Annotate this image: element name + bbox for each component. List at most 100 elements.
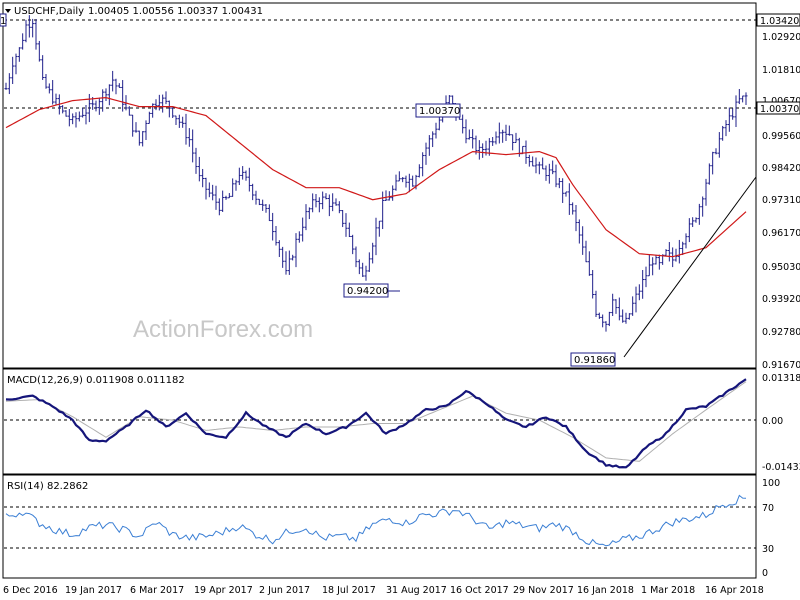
ohlc-bar [681,241,685,256]
ohlc-bar [667,242,671,262]
ohlc-bar [541,157,545,170]
ohlc-bar [171,107,175,118]
symbol-header: USDCHF,Daily 1.00405 1.00556 1.00337 1.0… [5,6,263,17]
macd-tick: -0.014339 [762,462,800,473]
ohlc-bar [34,19,38,50]
ohlc-bar [17,47,21,62]
ohlc-bar [337,201,341,214]
ohlc-bar [737,89,741,105]
ohlc-bar [131,114,135,137]
ohlc-bar [551,160,555,175]
uptrend-line [623,176,757,358]
ohlc-bar [301,217,305,242]
ohlc-bar [184,113,188,145]
ohlc-bar [477,140,481,160]
ohlc-bar [221,190,225,212]
rsi-tick: 70 [762,503,774,514]
ohlc-bar [654,254,658,265]
ohlc-bar [561,178,565,203]
ohlc-bar [407,173,411,193]
ohlc-bar [257,198,261,206]
annotation-high-oct: 1.00370 [415,103,461,118]
x-axis: 6 Dec 2016 19 Jan 2017 6 Mar 2017 19 Apr… [3,585,764,596]
ohlc-bar [317,197,321,213]
macd-signal-line [5,381,747,462]
ohlc-bar [114,78,118,95]
ohlc-bar [67,109,71,127]
ohlc-bar [4,82,8,90]
ohlc-bar [374,217,378,256]
ohlc-bar [231,178,235,197]
price-tick: 0.93920 [762,294,800,305]
annotation-low-aug-label: 0.94200 [347,286,388,297]
ohlc-bar [201,168,205,188]
ohlc-bar [164,91,168,105]
ohlc-bar [137,130,141,146]
ohlc-bar [544,165,548,181]
ohlc-bar [644,266,648,288]
ohlc-bar [387,191,391,201]
ohlc-bar [271,212,275,241]
ohlc-bar [701,196,705,217]
ohlc-bar [697,203,701,225]
ohlc-bar [247,167,251,192]
ohlc-bar [287,250,291,275]
ohlc-bar [344,213,348,237]
ohlc-bar [274,225,278,246]
ohlc-bar [141,131,145,147]
x-tick: 2 Jun 2017 [259,585,310,596]
rsi-tick: 0 [762,568,768,579]
ohlc-bar [11,56,15,84]
ohlc-bar [127,106,131,116]
annotation-low-feb-label: 0.91860 [574,355,615,366]
ohlc-bar [294,233,298,268]
price-tick: 0.91670 [762,360,800,371]
ohlc-bar [304,204,308,231]
ohlc-bar [634,286,638,313]
ohlc-bar [154,99,158,111]
price-tick: 1.01810 [762,65,800,76]
ohlc-bar [331,193,335,212]
ohlc-bar [717,132,721,158]
ohlc-bar [657,254,661,270]
ohlc-bar [724,120,728,137]
ohlc-bar [651,257,655,276]
ohlc-bar [157,94,161,111]
ohlc-bar [481,143,485,158]
ohlc-bar [284,251,288,275]
price-tick: 0.98420 [762,163,800,174]
ohlc-bar [431,131,435,148]
ohlc-bar [147,111,151,124]
watermark: ActionForex.com [133,316,313,343]
ohlc-bar [281,246,285,268]
ohlc-bar [641,270,645,299]
resistance-price-tag: 1.03420 [756,13,800,27]
ohlc-bar [14,53,18,75]
ohlc-bar [314,193,318,208]
ohlc-bar [321,191,325,210]
ohlc-bar [117,83,121,88]
ohlc-bar [731,108,735,120]
ohlc-bar [194,147,198,174]
ohlc-bar [334,198,338,206]
ohlc-bar [54,93,58,105]
ohlc-bar [501,129,505,143]
ohlc-bar [151,103,155,118]
ohlc-bar [557,177,561,189]
current-price-label: 1.00370 [760,104,799,115]
ohlc-bar [614,299,618,314]
ohlc-bar [527,154,531,167]
ohlc-bar [341,210,345,228]
x-tick: 16 Oct 2017 [450,585,509,596]
ohlc-bar [357,259,361,275]
macd-panel-frame [2,368,757,475]
ohlc-bar [531,156,535,167]
ohlc-bar [311,193,315,213]
price-tick: 0.96170 [762,228,800,239]
rsi-tick: 100 [762,478,780,489]
x-tick: 29 Nov 2017 [513,585,574,596]
ohlc-bar [404,175,408,188]
ohlc-bar [167,100,171,118]
ohlc-bar [217,198,221,216]
annotation-high-oct-label: 1.00370 [419,106,460,117]
